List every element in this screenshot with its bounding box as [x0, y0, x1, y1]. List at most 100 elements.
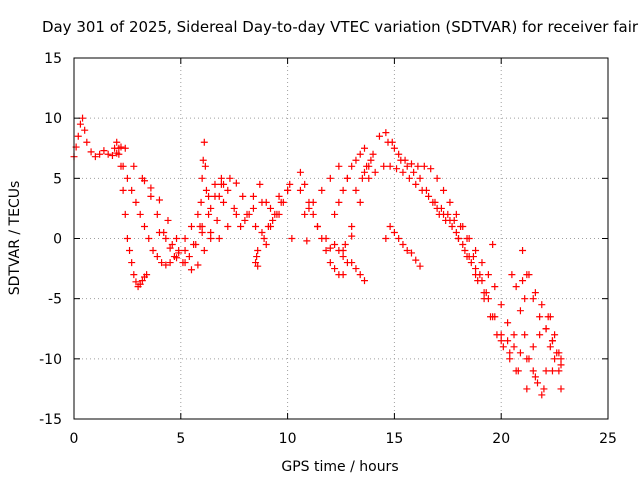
data-point	[431, 198, 439, 206]
y-tick-label: -10	[39, 352, 62, 368]
data-point	[557, 385, 565, 393]
data-point	[226, 174, 234, 182]
data-point	[339, 186, 347, 194]
data-point	[508, 271, 516, 279]
data-point	[187, 222, 195, 230]
data-point	[181, 247, 189, 255]
data-point	[425, 192, 433, 200]
data-point	[132, 198, 140, 206]
data-point	[185, 253, 193, 261]
data-point	[79, 114, 87, 122]
data-point	[140, 177, 148, 185]
data-point	[489, 313, 497, 321]
data-point	[480, 289, 488, 297]
data-point	[220, 180, 228, 188]
data-point	[446, 216, 454, 224]
data-point	[147, 184, 155, 192]
data-point	[472, 265, 480, 273]
data-point	[352, 156, 360, 164]
data-point	[230, 204, 238, 212]
data-point	[213, 216, 221, 224]
data-point	[403, 162, 411, 170]
data-point	[546, 343, 554, 351]
series-arc-u	[508, 271, 563, 399]
data-point	[416, 174, 424, 182]
data-point	[339, 253, 347, 261]
data-point	[534, 379, 542, 387]
data-point	[181, 235, 189, 242]
x-tick-label: 0	[70, 431, 79, 447]
data-point	[175, 249, 183, 257]
data-point	[446, 198, 454, 206]
data-point	[252, 259, 260, 267]
data-point	[472, 271, 480, 279]
data-point	[258, 198, 266, 206]
y-tick-label: -15	[39, 412, 62, 428]
data-point	[155, 196, 163, 204]
data-point	[457, 222, 465, 230]
data-point	[205, 210, 213, 218]
data-point	[553, 349, 561, 357]
data-point	[305, 204, 313, 212]
data-point	[546, 313, 554, 321]
data-point	[322, 235, 330, 242]
data-point	[433, 204, 441, 212]
data-point	[472, 247, 480, 255]
data-point	[516, 349, 524, 357]
data-point	[215, 235, 223, 242]
data-point	[412, 256, 420, 264]
data-point	[303, 237, 311, 245]
data-point	[393, 165, 401, 173]
data-point	[119, 186, 127, 194]
data-point	[551, 331, 559, 339]
data-point	[367, 156, 375, 164]
data-point	[397, 156, 405, 164]
data-point	[504, 337, 512, 345]
data-point	[140, 222, 148, 230]
data-point	[224, 186, 232, 194]
data-point	[529, 295, 537, 303]
data-point	[267, 222, 275, 230]
data-point	[108, 151, 116, 159]
y-tick-label: -5	[48, 292, 62, 308]
data-point	[557, 361, 565, 369]
data-point	[211, 180, 219, 188]
data-point	[201, 162, 209, 170]
data-point	[309, 210, 317, 218]
data-point	[506, 349, 514, 357]
data-point	[207, 235, 215, 242]
data-point	[123, 235, 131, 242]
data-point	[232, 210, 240, 218]
data-point	[126, 247, 134, 255]
data-point	[166, 244, 174, 252]
data-point	[510, 343, 518, 351]
data-point	[273, 210, 281, 218]
data-point	[519, 277, 527, 285]
data-point	[153, 210, 161, 218]
data-point	[536, 331, 544, 339]
data-point	[249, 192, 257, 200]
data-point	[168, 241, 176, 249]
y-tick-label: 15	[44, 51, 62, 67]
data-point	[407, 160, 415, 168]
data-point	[296, 186, 304, 194]
data-point	[414, 162, 422, 170]
data-point	[348, 259, 356, 267]
data-point	[326, 244, 334, 252]
data-point	[416, 262, 424, 270]
data-point	[356, 198, 364, 206]
series-arc-w	[523, 271, 565, 369]
data-point	[348, 222, 356, 230]
chart-title: Day 301 of 2025, Sidereal Day-to-day VTE…	[42, 18, 639, 36]
data-point	[384, 138, 392, 146]
data-point	[390, 144, 398, 152]
data-point	[371, 168, 379, 176]
data-point	[318, 186, 326, 194]
data-point	[158, 259, 166, 267]
data-point	[136, 280, 144, 288]
data-point	[506, 355, 514, 363]
data-point	[497, 337, 505, 345]
data-point	[551, 355, 559, 363]
series-arc-a	[113, 138, 151, 291]
